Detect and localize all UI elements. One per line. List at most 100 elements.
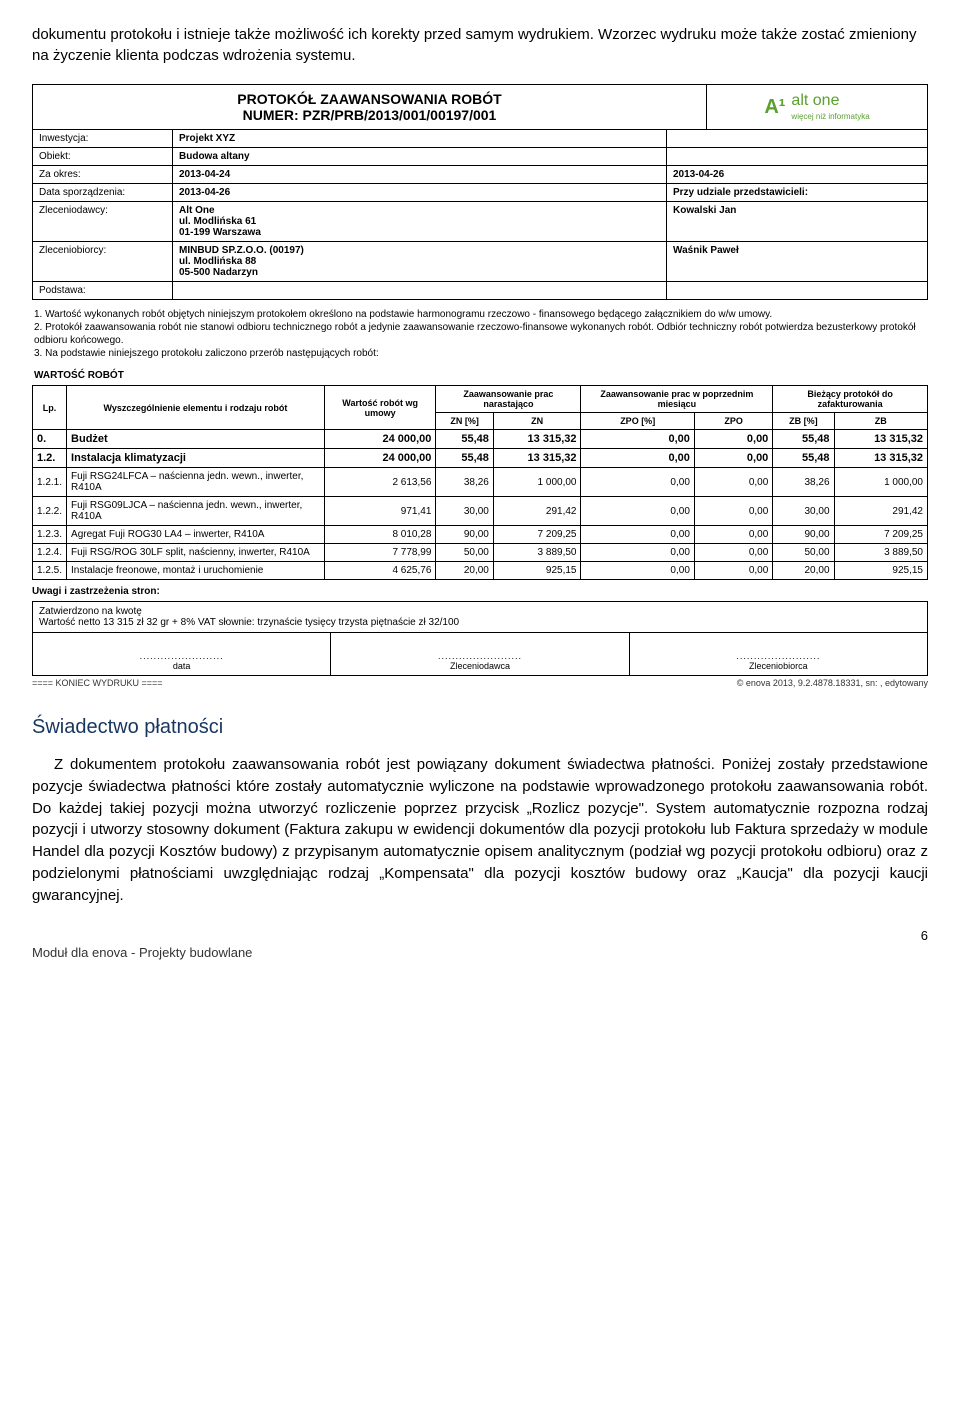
info-right: Przy udziale przedstawicieli: (667, 184, 927, 201)
cell-zn: 3 889,50 (493, 544, 581, 562)
info-value: 2013-04-24 (173, 166, 667, 183)
col-zaaw-prev: Zaawansowanie prac w poprzednim miesiącu (581, 386, 773, 413)
cell-zpo: 0,00 (694, 430, 772, 449)
company-logo: A¹ alt one więcej niż informatyka (707, 85, 927, 129)
cell-znp: 50,00 (436, 544, 493, 562)
cell-zpo: 0,00 (694, 562, 772, 580)
protocol-title-line1: PROTOKÓŁ ZAAWANSOWANIA ROBÓT (37, 91, 702, 107)
sig-zleceniodawca: ........................Zleceniodawca (331, 633, 629, 675)
col-zb: ZB (834, 413, 927, 430)
info-label: Zleceniodawcy: (33, 202, 173, 241)
cell-zb: 1 000,00 (834, 468, 927, 497)
cell-zpo: 0,00 (694, 449, 772, 468)
info-value: Alt One ul. Modlińska 61 01-199 Warszawa (173, 202, 667, 241)
print-footer: ==== KONIEC WYDRUKU ==== © enova 2013, 9… (32, 678, 928, 688)
col-zbp: ZB [%] (773, 413, 834, 430)
cell-zpop: 0,00 (581, 449, 694, 468)
cell-desc: Fuji RSG09LJCA – naścienna jedn. wewn., … (67, 497, 325, 526)
info-value: Projekt XYZ (173, 130, 667, 147)
cell-desc: Agregat Fuji ROG30 LA4 – inwerter, R410A (67, 526, 325, 544)
info-value: 2013-04-26 (173, 184, 667, 201)
cell-zb: 925,15 (834, 562, 927, 580)
cell-znp: 20,00 (436, 562, 493, 580)
info-value: MINBUD SP.Z.O.O. (00197) ul. Modlińska 8… (173, 242, 667, 281)
info-right: 2013-04-26 (667, 166, 927, 183)
cell-zpo: 0,00 (694, 526, 772, 544)
cell-zbp: 38,26 (773, 468, 834, 497)
table-row: 1.2.2.Fuji RSG09LJCA – naścienna jedn. w… (33, 497, 928, 526)
cell-zn: 291,42 (493, 497, 581, 526)
table-row: 1.2.5.Instalacje freonowe, montaż i uruc… (33, 562, 928, 580)
footer-right: © enova 2013, 9.2.4878.18331, sn: , edyt… (737, 678, 928, 688)
sig-data: ........................data (33, 633, 331, 675)
table-row: 1.2.4.Fuji RSG/ROG 30LF split, naścienny… (33, 544, 928, 562)
cell-zbp: 90,00 (773, 526, 834, 544)
footer-left: ==== KONIEC WYDRUKU ==== (32, 678, 163, 688)
cell-zbp: 50,00 (773, 544, 834, 562)
cell-zpo: 0,00 (694, 468, 772, 497)
cell-zbp: 20,00 (773, 562, 834, 580)
protocol-notes: 1. Wartość wykonanych robót objętych nin… (32, 300, 928, 368)
cell-lp: 1.2. (33, 449, 67, 468)
col-wart: Wartość robót wg umowy (324, 386, 436, 430)
col-znp: ZN [%] (436, 413, 493, 430)
remarks-label: Uwagi i zastrzeżenia stron: (32, 586, 928, 597)
cell-zpop: 0,00 (581, 468, 694, 497)
cell-desc: Instalacja klimatyzacji (67, 449, 325, 468)
col-biez: Bieżący protokół do zafakturowania (773, 386, 928, 413)
info-row: Za okres:2013-04-242013-04-26 (33, 166, 927, 184)
table-row: 1.2.3.Agregat Fuji ROG30 LA4 – inwerter,… (33, 526, 928, 544)
section-heading: Świadectwo płatności (32, 716, 928, 739)
table-row: 1.2.1.Fuji RSG24LFCA – naścienna jedn. w… (33, 468, 928, 497)
info-label: Inwestycja: (33, 130, 173, 147)
document-footer: Moduł dla enova - Projekty budowlane (32, 945, 928, 960)
table-row: 1.2.Instalacja klimatyzacji24 000,0055,4… (33, 449, 928, 468)
body-paragraph: Z dokumentem protokołu zaawansowania rob… (32, 754, 928, 906)
cell-w: 4 625,76 (324, 562, 436, 580)
cell-lp: 1.2.5. (33, 562, 67, 580)
cell-w: 2 613,56 (324, 468, 436, 497)
col-zn: ZN (493, 413, 581, 430)
cell-lp: 1.2.4. (33, 544, 67, 562)
cell-zpop: 0,00 (581, 526, 694, 544)
logo-mark-icon: A¹ (764, 96, 785, 119)
cell-w: 7 778,99 (324, 544, 436, 562)
cell-znp: 55,48 (436, 449, 493, 468)
table-row: 0.Budżet24 000,0055,4813 315,320,000,005… (33, 430, 928, 449)
cell-zb: 13 315,32 (834, 449, 927, 468)
info-right (667, 282, 927, 299)
info-right (667, 130, 927, 147)
wartosc-robot-label: WARTOŚĆ ROBÓT (32, 368, 928, 385)
info-right: Waśnik Paweł (667, 242, 927, 281)
cell-lp: 1.2.1. (33, 468, 67, 497)
info-row: Zleceniobiorcy:MINBUD SP.Z.O.O. (00197) … (33, 242, 927, 282)
works-value-table: Lp. Wyszczególnienie elementu i rodzaju … (32, 385, 928, 580)
logo-text: alt one (791, 92, 839, 109)
info-label: Podstawa: (33, 282, 173, 299)
cell-desc: Budżet (67, 430, 325, 449)
col-desc: Wyszczególnienie elementu i rodzaju robó… (67, 386, 325, 430)
cell-znp: 90,00 (436, 526, 493, 544)
cell-zbp: 55,48 (773, 449, 834, 468)
info-right: Kowalski Jan (667, 202, 927, 241)
info-label: Za okres: (33, 166, 173, 183)
cell-zn: 1 000,00 (493, 468, 581, 497)
protocol-document: PROTOKÓŁ ZAAWANSOWANIA ROBÓT NUMER: PZR/… (32, 84, 928, 300)
logo-subtitle: więcej niż informatyka (791, 112, 869, 121)
cell-znp: 55,48 (436, 430, 493, 449)
info-label: Zleceniobiorcy: (33, 242, 173, 281)
cell-zn: 925,15 (493, 562, 581, 580)
cell-zn: 7 209,25 (493, 526, 581, 544)
cell-desc: Fuji RSG/ROG 30LF split, naścienny, inwe… (67, 544, 325, 562)
info-label: Data sporządzenia: (33, 184, 173, 201)
cell-zpop: 0,00 (581, 562, 694, 580)
cell-w: 8 010,28 (324, 526, 436, 544)
cell-w: 971,41 (324, 497, 436, 526)
cell-zb: 7 209,25 (834, 526, 927, 544)
cell-zn: 13 315,32 (493, 430, 581, 449)
cell-zb: 291,42 (834, 497, 927, 526)
protocol-title: PROTOKÓŁ ZAAWANSOWANIA ROBÓT NUMER: PZR/… (33, 85, 707, 129)
cell-znp: 30,00 (436, 497, 493, 526)
info-right (667, 148, 927, 165)
approval-line1: Zatwierdzono na kwotę (39, 606, 921, 617)
